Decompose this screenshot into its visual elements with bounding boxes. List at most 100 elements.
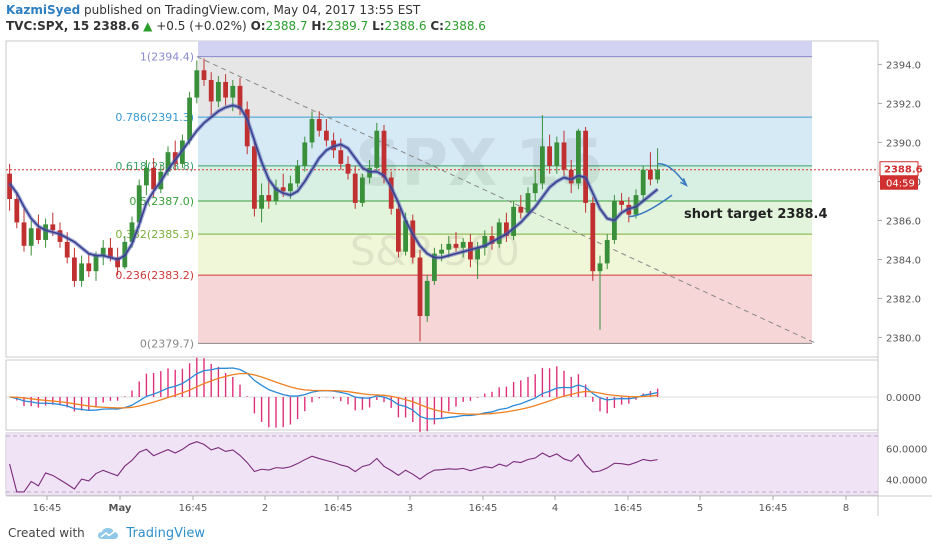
close-label: C: [430,19,444,33]
fib-level-label: 1(2394.4) [140,51,194,64]
time-tick-label: 2 [262,503,268,514]
countdown-badge-text: 04:59 [886,179,915,190]
candle-body [446,243,452,250]
candle-body [568,169,574,184]
fib-zone [198,234,812,276]
candle-body [604,239,610,264]
time-tick-label: 16:45 [469,503,498,514]
candle-body [475,247,480,260]
candle-body [36,228,41,240]
price-tick-label: 2390.0 [886,138,921,149]
tradingview-logo-icon [97,527,118,539]
candle-body [532,183,538,194]
time-tick-label: 16:45 [324,503,353,514]
candle-body [576,130,581,184]
candle-body [345,163,351,174]
candle-body [403,220,408,252]
candle-body [439,249,444,254]
projection-arrow-head [680,178,688,187]
time-tick-label: May [109,503,132,514]
candle-body [410,220,416,258]
candle-body [223,81,228,98]
up-arrow-icon: ▲ [143,19,153,33]
candle-body [64,241,70,258]
price-tick-label: 2386.0 [886,216,921,227]
candle-body [655,169,660,180]
candle-body [280,187,286,192]
pane-frame [5,359,879,431]
candle-body [396,208,401,252]
macd-signal-line [9,372,658,415]
candle-body [201,70,207,81]
candle-body [100,247,106,256]
candle-body [216,81,221,102]
candle-body [316,119,322,131]
tradingview-brand[interactable]: TradingView [126,526,205,541]
candle-body [388,177,394,209]
candle-body [295,165,300,184]
rsi-line [9,441,658,493]
candle-body [648,169,653,180]
price-tick-label: 2380.0 [886,333,921,344]
fib-zone [198,56,812,118]
candle-body [583,130,588,203]
candle-body [496,222,502,244]
price-tick-label: 2394.0 [886,60,921,71]
dashed-trendline [196,56,817,344]
candle-body [482,236,488,248]
candle-body [72,257,77,281]
time-tick-label: 8 [843,503,849,514]
candle-body [266,195,272,201]
candle-body [136,185,142,223]
publish-info: KazmiSyed published on TradingView.com, … [6,3,420,17]
candle-body [28,228,34,246]
candle-body [374,130,380,168]
candle-body [252,146,257,209]
time-tick-label: 16:45 [33,503,62,514]
candle-body [194,70,200,98]
time-tick-label: 16:45 [614,503,643,514]
candle-body [525,193,531,213]
footer: Created with TradingView [8,526,205,541]
candle-body [597,263,603,272]
candle-body [208,80,214,102]
candle-body [237,85,243,110]
symbol-legend: TVC:SPX, 15 2388.6 ▲ +0.5 (+0.02%) O:238… [6,19,486,33]
time-tick-label: 3 [407,503,413,514]
fib-level-label: 0(2379.7) [140,337,194,350]
candle-body [86,263,92,272]
time-tick-label: 16:45 [179,503,208,514]
candle-body [21,222,27,246]
candle-body [590,202,596,272]
candle-body [288,183,293,192]
candle-body [453,243,459,248]
candle-body [511,206,516,237]
low-value: 2388.6 [384,19,427,33]
candle-body [302,142,308,166]
candle-body [93,255,99,272]
time-tick-label: 5 [697,503,703,514]
candle-body [129,222,135,242]
target-annotation: short target 2388.4 [684,207,828,222]
price-tick-label: 2384.0 [886,255,921,266]
fib-zone [198,275,812,344]
symbol-label: TVC:SPX, 15 [6,19,90,33]
open-value: 2388.7 [265,19,308,33]
candle-body [417,257,423,317]
change-value: +0.5 (+0.02%) [156,19,247,33]
candle-body [187,97,192,141]
fib-level-label: 0.236(2383.2) [115,269,194,282]
candle-body [518,206,524,213]
rsi-tick-label: 40.0000 [886,476,927,487]
candle-body [259,195,264,209]
candle-body [561,142,567,170]
candle-body [547,146,552,166]
candle-body [619,200,624,205]
candle-body [79,263,84,281]
candle-body [244,109,250,147]
rsi-tick-label: 60.0000 [886,445,927,456]
author-name[interactable]: KazmiSyed [6,3,81,17]
fib-zone [198,165,812,201]
candle-body [273,187,279,201]
candle-body [554,142,560,166]
